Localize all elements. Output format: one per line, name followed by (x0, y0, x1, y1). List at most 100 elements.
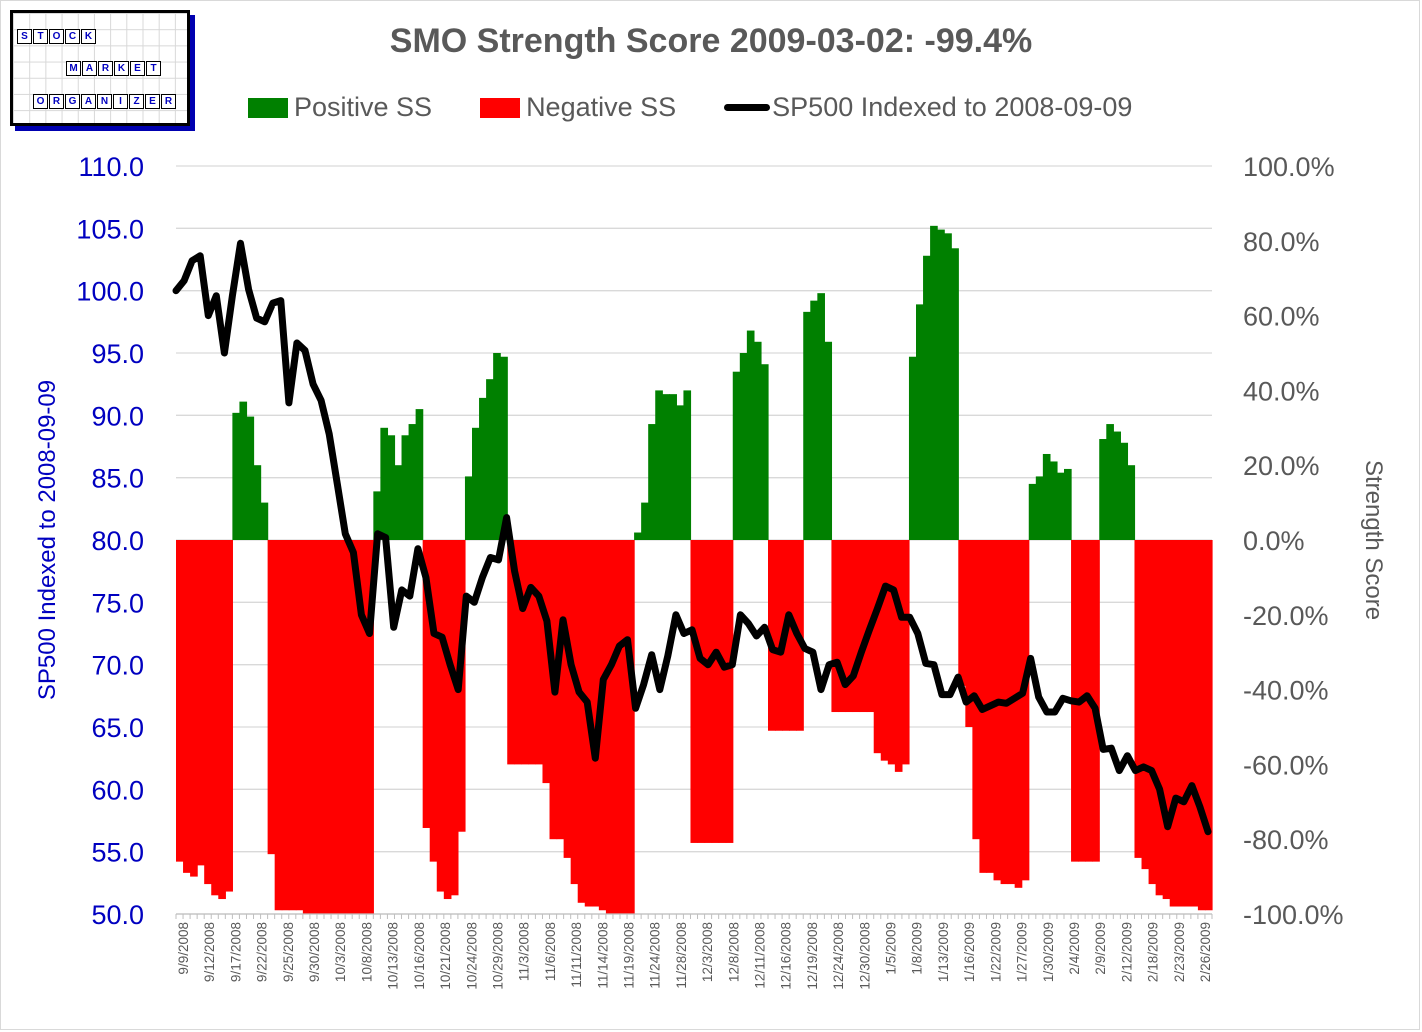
logo-letter: C (65, 29, 80, 44)
positive-ss-bar (493, 353, 501, 540)
x-tick-label: 9/17/2008 (228, 922, 243, 982)
x-tick-label: 10/29/2008 (490, 922, 505, 990)
negative-ss-bar (542, 540, 551, 784)
negative-ss-bar (528, 540, 537, 765)
negative-ss-bar (225, 540, 233, 892)
x-tick-label: 11/24/2008 (648, 922, 663, 989)
left-tick-label: 70.0 (91, 651, 144, 681)
right-tick-label: 40.0% (1243, 376, 1320, 406)
right-tick-label: -40.0% (1243, 676, 1329, 706)
x-tick-label: 12/24/2008 (831, 922, 846, 990)
x-tick-label: 10/13/2008 (386, 922, 401, 990)
negative-ss-bar (965, 540, 973, 727)
x-tick-label: 12/16/2008 (779, 922, 794, 990)
negative-ss-bar (267, 540, 276, 855)
negative-ss-bar (556, 540, 565, 840)
positive-ss-bar (408, 424, 417, 540)
negative-ss-bar (563, 540, 572, 858)
x-tick-label: 11/14/2008 (595, 922, 610, 989)
x-tick-label: 11/19/2008 (621, 922, 636, 989)
negative-ss-bar (1155, 540, 1164, 896)
negative-ss-bar (535, 540, 544, 765)
negative-ss-bar (1141, 540, 1150, 870)
x-tick-label: 10/24/2008 (464, 922, 479, 990)
negative-ss-bar (359, 540, 367, 914)
negative-ss-bar (183, 540, 191, 873)
right-tick-label: 0.0% (1243, 526, 1305, 556)
x-tick-label: 1/5/2009 (884, 922, 899, 975)
negative-ss-bar (570, 540, 579, 885)
positive-ss-bar (944, 233, 952, 540)
x-tick-label: 12/8/2008 (726, 922, 741, 982)
negative-ss-bar (521, 540, 529, 765)
positive-ss-bar (648, 424, 656, 540)
negative-ss-bar (1014, 540, 1023, 888)
x-tick-label: 1/13/2009 (936, 922, 951, 982)
negative-ss-bar (274, 540, 283, 911)
negative-ss-bar (366, 540, 374, 914)
x-tick-label: 11/3/2008 (517, 922, 532, 981)
positive-ss-bar (464, 476, 473, 540)
positive-ss-bar (732, 371, 741, 540)
negative-ss-bar (1169, 540, 1178, 907)
legend-positive-swatch (248, 97, 288, 118)
positive-ss-bar (951, 248, 959, 540)
right-tick-label: 20.0% (1243, 451, 1320, 481)
positive-ss-bar (1056, 472, 1065, 540)
x-tick-label: 1/16/2009 (962, 922, 977, 982)
positive-ss-bar (486, 379, 494, 540)
positive-ss-bar (500, 356, 508, 540)
positive-ss-bar (937, 229, 945, 540)
x-tick-label: 1/27/2009 (1015, 922, 1030, 982)
logo-letter: R (49, 94, 64, 109)
negative-ss-bar (704, 540, 713, 843)
positive-ss-bar (810, 300, 818, 540)
logo-letter: T (146, 61, 161, 76)
logo-letter: E (145, 94, 160, 109)
left-tick-label: 50.0 (91, 900, 144, 930)
left-tick-label: 75.0 (91, 588, 144, 618)
right-tick-label: -100.0% (1243, 900, 1344, 930)
x-tick-label: 2/23/2009 (1172, 922, 1187, 982)
legend-positive: Positive SS (248, 92, 432, 123)
negative-ss-bar (768, 540, 776, 731)
negative-ss-bar (894, 540, 903, 772)
positive-ss-bar (246, 416, 255, 540)
negative-ss-bar (316, 540, 325, 914)
negative-ss-bar (436, 540, 445, 892)
positive-ss-bar (655, 390, 663, 540)
negative-ss-bar (324, 540, 332, 914)
positive-ss-bar (394, 465, 403, 540)
x-tick-label: 10/21/2008 (438, 922, 453, 990)
positive-ss-bar (1042, 453, 1051, 540)
positive-ss-bar (739, 353, 748, 540)
positive-ss-bar (373, 491, 381, 540)
positive-ss-bar (380, 427, 389, 540)
logo-letter: K (114, 61, 129, 76)
left-tick-label: 85.0 (91, 464, 144, 494)
logo-letter: K (81, 29, 96, 44)
left-tick-label: 110.0 (78, 152, 144, 182)
negative-ss-bar (972, 540, 981, 840)
positive-ss-bar (1127, 465, 1136, 540)
positive-ss-bar (683, 390, 692, 540)
legend-sp500-line (724, 104, 771, 111)
positive-ss-bar (916, 304, 924, 540)
negative-ss-bar (443, 540, 452, 900)
positive-ss-bar (1064, 468, 1072, 540)
positive-ss-bar (253, 465, 262, 540)
logo-letter: I (113, 94, 128, 109)
logo-letter: M (66, 61, 81, 76)
x-tick-label: 2/12/2009 (1119, 922, 1134, 982)
negative-ss-bar (605, 540, 614, 914)
negative-ss-bar (211, 540, 219, 896)
negative-ss-bar (338, 540, 346, 914)
negative-ss-bar (197, 540, 205, 866)
negative-ss-bar (1092, 540, 1100, 862)
sp500-line (172, 239, 1212, 836)
negative-ss-bar (831, 540, 840, 713)
logo-letter: O (49, 29, 64, 44)
positive-ss-bar (260, 502, 269, 540)
positive-ss-bar (1049, 461, 1058, 540)
